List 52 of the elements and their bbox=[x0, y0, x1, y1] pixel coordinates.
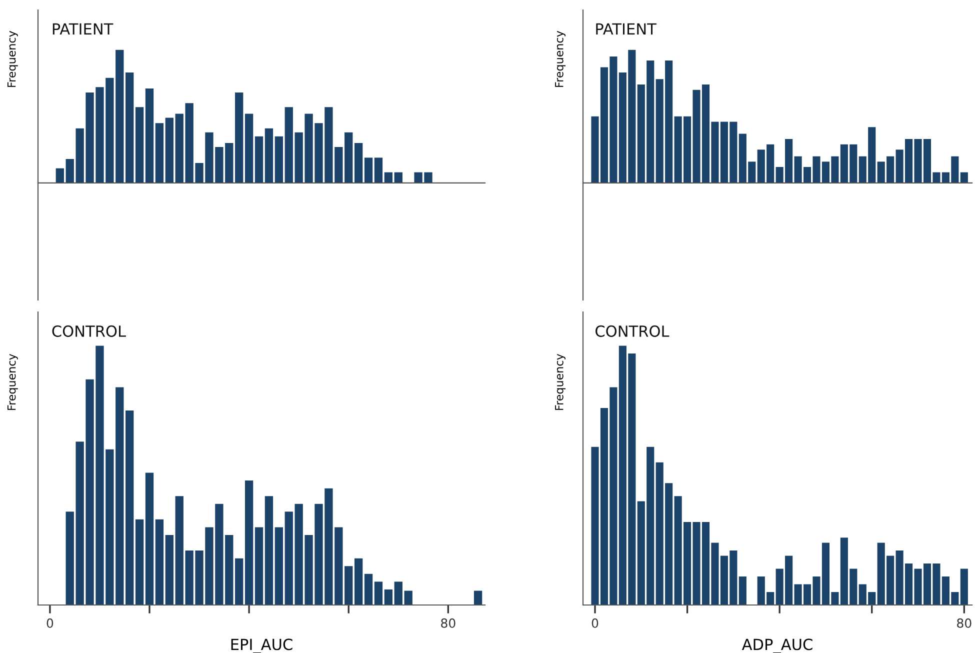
chart-title: PATIENT bbox=[52, 23, 114, 35]
bar bbox=[344, 566, 353, 605]
y-axis-title: Frequency bbox=[555, 354, 566, 410]
x-tick-label: 80 bbox=[441, 618, 456, 628]
chart-title: PATIENT bbox=[596, 23, 656, 35]
bar bbox=[284, 512, 293, 605]
bar bbox=[384, 589, 393, 605]
chart-title: CONTROL bbox=[52, 325, 126, 337]
bar bbox=[354, 143, 363, 183]
bar bbox=[364, 574, 373, 605]
bar bbox=[354, 558, 363, 605]
bar bbox=[364, 158, 373, 183]
bar bbox=[474, 590, 482, 605]
bar bbox=[374, 582, 383, 605]
bar bbox=[165, 118, 174, 183]
bar bbox=[344, 132, 353, 183]
bar bbox=[145, 88, 154, 183]
bar bbox=[56, 168, 64, 183]
bar bbox=[165, 534, 174, 605]
bar bbox=[274, 136, 284, 183]
bar bbox=[155, 123, 164, 183]
bar bbox=[126, 72, 134, 183]
bar bbox=[264, 496, 274, 605]
bar bbox=[155, 519, 164, 605]
bar bbox=[135, 107, 144, 183]
bar bbox=[264, 128, 274, 183]
bar bbox=[404, 590, 412, 605]
bar bbox=[235, 92, 244, 183]
bar bbox=[394, 172, 402, 183]
x-tick-label: 0 bbox=[592, 618, 598, 628]
y-axis-title: Frequency bbox=[7, 354, 18, 410]
bar bbox=[235, 558, 244, 605]
bar bbox=[394, 582, 402, 605]
bar bbox=[254, 136, 264, 183]
y-axis-title: Frequency bbox=[555, 30, 566, 87]
bar bbox=[244, 114, 254, 183]
bar bbox=[126, 410, 134, 605]
x-tick-label: 80 bbox=[957, 618, 972, 628]
bar bbox=[960, 568, 968, 605]
bar bbox=[374, 158, 383, 183]
bar bbox=[135, 519, 144, 605]
bar bbox=[274, 527, 284, 605]
bar bbox=[145, 472, 154, 605]
bar bbox=[244, 480, 254, 605]
bar bbox=[284, 107, 293, 183]
chart-title: CONTROL bbox=[596, 325, 670, 337]
bar bbox=[254, 527, 264, 605]
bar bbox=[960, 172, 968, 183]
x-tick-label: 0 bbox=[46, 618, 54, 628]
y-axis-title: Frequency bbox=[7, 30, 18, 87]
bar bbox=[738, 576, 746, 605]
bar bbox=[384, 172, 393, 183]
